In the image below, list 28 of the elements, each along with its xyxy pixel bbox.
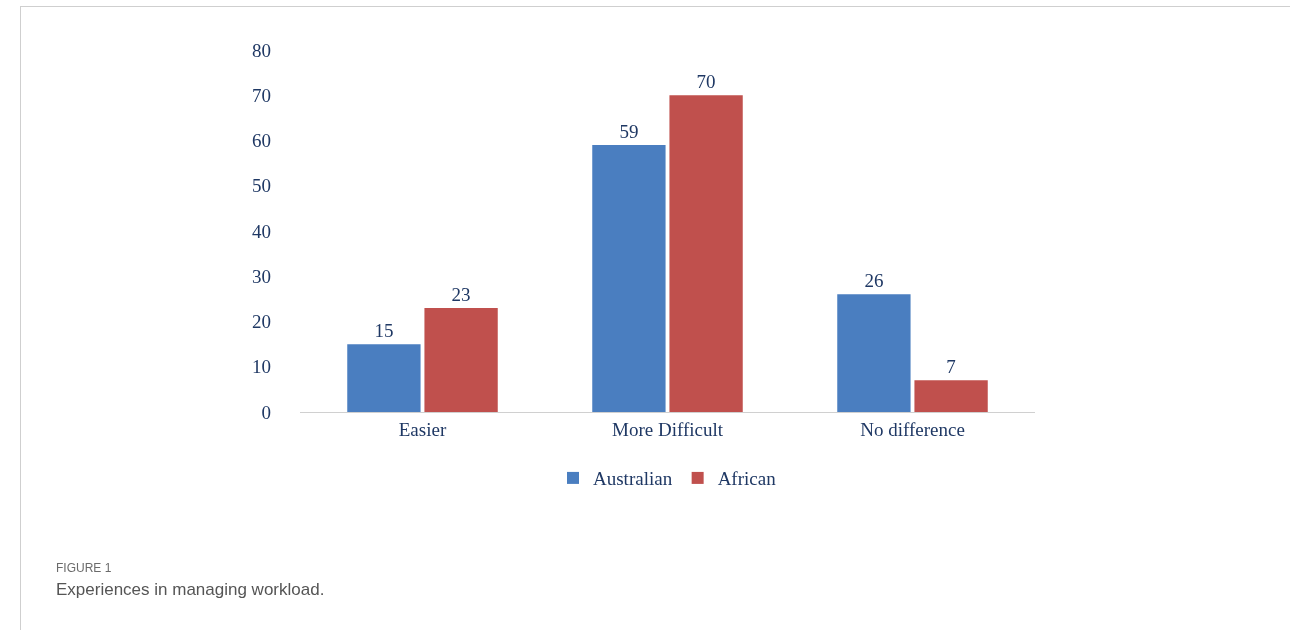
bar	[669, 95, 743, 412]
bar	[347, 344, 421, 412]
y-tick-label: 60	[252, 130, 271, 152]
bar	[914, 380, 988, 412]
legend-label: African	[717, 468, 777, 490]
data-label: 7	[946, 356, 956, 378]
y-tick-label: 10	[252, 356, 271, 378]
bar	[592, 145, 666, 412]
y-tick-label: 80	[252, 39, 271, 61]
y-tick-label: 20	[252, 311, 271, 333]
text: Experiences in managing workload.	[56, 580, 325, 599]
x-tick-label: More Difficult	[612, 418, 724, 440]
y-tick-label: 0	[261, 401, 271, 423]
data-label: 70	[696, 71, 716, 93]
x-tick-label: Easier	[398, 418, 447, 440]
data-label: 23	[451, 283, 471, 305]
x-tick-label: No difference	[860, 418, 965, 440]
caption: FIGURE 1	[56, 561, 112, 575]
y-tick-label: 30	[252, 265, 271, 287]
y-tick-label: 40	[252, 220, 271, 242]
legend-label: Australian	[593, 468, 673, 490]
data-label: 59	[619, 121, 639, 143]
data-label: 26	[864, 270, 884, 292]
data-label: 15	[374, 320, 394, 342]
bar	[424, 307, 498, 412]
bar	[837, 294, 911, 412]
y-tick-label: 70	[252, 84, 271, 106]
y-tick-label: 50	[252, 175, 271, 197]
